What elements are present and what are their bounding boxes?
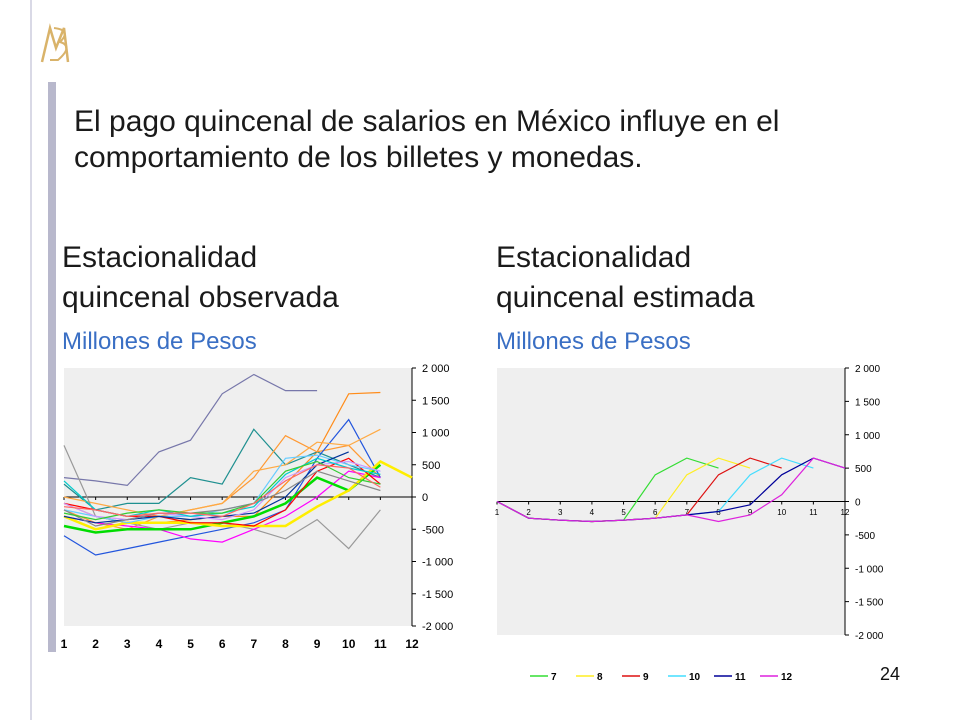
chart1-series-16 bbox=[63, 460, 381, 521]
chart2-legend-label-11: 11 bbox=[735, 672, 746, 683]
chart1-series-14 bbox=[63, 470, 381, 527]
chart1-xtick-label-2: 3 bbox=[124, 637, 131, 651]
chart1-ytick-label-4: 0 bbox=[422, 492, 428, 504]
chart1-ytick-label-2: -1 000 bbox=[422, 557, 453, 569]
chart1-xtick-label-3: 4 bbox=[156, 637, 163, 651]
chart1-ytick-label-6: 1 000 bbox=[422, 428, 450, 440]
chart1-xtick-label-7: 8 bbox=[282, 637, 289, 651]
chart1-xtick-label-0: 1 bbox=[61, 637, 68, 651]
chart2-xtick-label-5: 6 bbox=[653, 508, 658, 517]
chart1-series-5 bbox=[63, 428, 381, 518]
chart2-xtick-label-0: 1 bbox=[495, 508, 500, 517]
chart2-ytick-label-5: 500 bbox=[855, 464, 872, 475]
chart1-xtick-label-5: 6 bbox=[219, 637, 226, 651]
chart1-xtick-label-6: 7 bbox=[250, 637, 257, 651]
chart2-ytick-label-7: 1 500 bbox=[855, 397, 880, 408]
chart1-series-17 bbox=[63, 464, 381, 518]
chart1-ytick-label-5: 500 bbox=[422, 460, 440, 472]
accent-bar bbox=[48, 82, 56, 652]
right-subtitle-line1: Estacionalidad bbox=[496, 241, 692, 274]
left-unit: Millones de Pesos bbox=[62, 328, 257, 355]
chart2-xtick-label-1: 2 bbox=[526, 508, 531, 517]
chart1-ytick-label-7: 1 500 bbox=[422, 395, 450, 407]
chart2-ytick-label-6: 1 000 bbox=[855, 431, 880, 442]
left-rule bbox=[30, 0, 32, 720]
chart2-ytick-label-0: -2 000 bbox=[855, 631, 884, 642]
chart1-ytick-label-3: -500 bbox=[422, 524, 444, 536]
chart2-legend-label-7: 7 bbox=[551, 672, 557, 683]
chart1-ytick-label-0: -2 000 bbox=[422, 621, 453, 633]
chart2-xtick-label-10: 11 bbox=[809, 508, 818, 517]
chart2-ytick-label-8: 2 000 bbox=[855, 364, 880, 375]
chart2-xtick-label-3: 4 bbox=[590, 508, 595, 517]
right-subtitle: Estacionalidad quincenal estimada bbox=[496, 238, 755, 318]
chart2-xtick-label-11: 12 bbox=[841, 508, 850, 517]
right-subtitle-line2: quincenal estimada bbox=[496, 281, 755, 314]
left-subtitle-line2: quincenal observada bbox=[62, 281, 339, 314]
chart1-series-0 bbox=[63, 373, 318, 487]
right-unit: Millones de Pesos bbox=[496, 328, 691, 355]
chart2-ytick-label-4: 0 bbox=[855, 498, 861, 509]
chart2-xtick-label-6: 7 bbox=[685, 508, 690, 517]
chart1-xtick-label-1: 2 bbox=[92, 637, 99, 651]
banxico-logo bbox=[40, 23, 70, 63]
chart2-legend-label-8: 8 bbox=[597, 672, 603, 683]
chart1-series-4 bbox=[63, 418, 381, 556]
chart1-xtick-label-4: 5 bbox=[187, 637, 194, 651]
chart2-xtick-label-2: 3 bbox=[558, 508, 563, 517]
chart2-xtick-label-7: 8 bbox=[716, 508, 721, 517]
chart1-xtick-label-11: 12 bbox=[405, 637, 419, 651]
chart2-xtick-label-9: 10 bbox=[777, 508, 786, 517]
chart2-legend-label-9: 9 bbox=[643, 672, 649, 683]
left-subtitle-line1: Estacionalidad bbox=[62, 241, 258, 274]
chart2-ytick-label-1: -1 500 bbox=[855, 598, 884, 609]
chart1-ytick-label-8: 2 000 bbox=[422, 363, 450, 375]
chart1-ytick-label-1: -1 500 bbox=[422, 589, 453, 601]
chart1-series-2 bbox=[63, 428, 381, 511]
chart1-series-13 bbox=[63, 460, 381, 521]
chart2-legend-label-10: 10 bbox=[689, 672, 701, 683]
chart1-series-9 bbox=[63, 459, 413, 531]
chart2-legend-label-12: 12 bbox=[781, 672, 793, 683]
chart1-xtick-label-9: 10 bbox=[342, 637, 356, 651]
slide-title: El pago quincenal de salarios en México … bbox=[74, 105, 780, 174]
page-number: 24 bbox=[880, 664, 901, 684]
chart1-xtick-label-8: 9 bbox=[314, 637, 321, 651]
chart1-xtick-label-10: 11 bbox=[374, 637, 387, 651]
chart2-series-12 bbox=[496, 457, 846, 523]
chart2-ytick-label-3: -500 bbox=[855, 531, 875, 542]
chart2-xtick-label-4: 5 bbox=[621, 508, 626, 517]
chart2-xtick-label-8: 9 bbox=[748, 508, 753, 517]
left-subtitle: Estacionalidad quincenal observada bbox=[62, 238, 339, 318]
chart2-ytick-label-2: -1 000 bbox=[855, 564, 884, 575]
